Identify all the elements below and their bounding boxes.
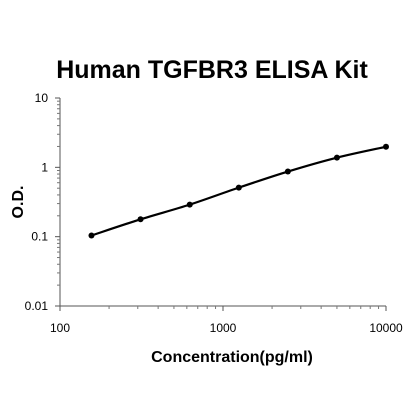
data-point <box>284 168 291 175</box>
x-axis-label: Concentration(pg/ml) <box>151 349 313 366</box>
y-tick-label: 10 <box>35 91 49 105</box>
y-tick-label: 0.01 <box>25 299 49 313</box>
data-point <box>235 184 242 191</box>
y-axis-label: O.D. <box>10 186 27 219</box>
data-point <box>383 143 389 150</box>
data-point <box>333 154 340 161</box>
y-tick-label: 0.1 <box>31 230 48 244</box>
x-tick-label: 1000 <box>210 321 237 335</box>
x-tick-label: 100 <box>50 321 70 335</box>
y-tick-label: 1 <box>41 160 48 174</box>
data-point <box>186 201 193 208</box>
chart-title: Human TGFBR3 ELISA Kit <box>56 56 368 84</box>
y-ticks: 10 1 0.1 0.01 <box>25 91 60 313</box>
fit-curve <box>91 145 387 237</box>
data-point <box>137 216 144 223</box>
axes <box>59 98 386 307</box>
x-tick-label: 10000 <box>369 321 403 335</box>
data-point <box>88 232 95 239</box>
series <box>88 143 389 239</box>
x-ticks: 100 1000 10000 <box>50 306 403 335</box>
